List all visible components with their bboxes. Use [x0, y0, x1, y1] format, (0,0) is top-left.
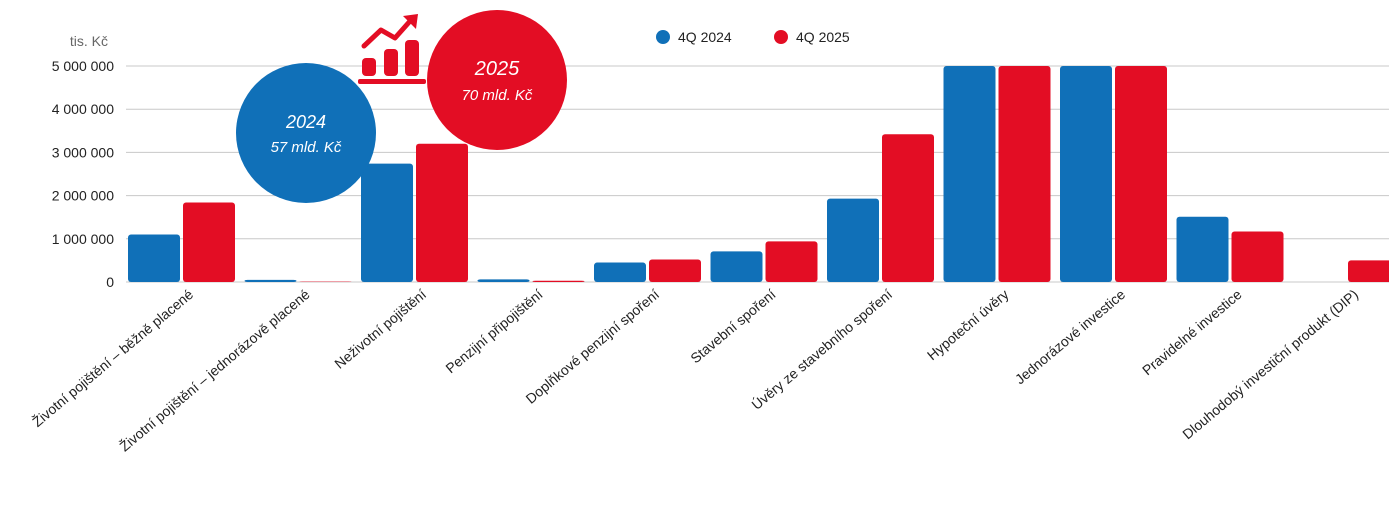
x-tick-label: Životní pojištění – jednorázově placené — [116, 286, 312, 454]
annotation-bubble-2024: 2024 57 mld. Kč — [236, 63, 376, 203]
growth-chart-icon — [358, 14, 426, 84]
bar-4q-2025 — [1348, 260, 1389, 282]
legend-marker-4q-2025 — [774, 30, 788, 44]
bar-4q-2024 — [128, 234, 180, 282]
bar-4q-2024 — [943, 66, 996, 282]
bar-4q-2024 — [477, 279, 530, 282]
bar-4q-2025 — [1231, 231, 1284, 282]
annotation-2024-value: 57 mld. Kč — [271, 139, 342, 156]
bar-4q-2025 — [1115, 66, 1167, 282]
legend-marker-4q-2024 — [656, 30, 670, 44]
y-tick-label: 5 000 000 — [52, 58, 114, 74]
bar-4q-2025 — [416, 143, 468, 282]
bar-4q-2024 — [827, 198, 879, 282]
bar-4q-2025 — [765, 241, 818, 282]
x-tick-label: Doplňkové penzijní spoření — [523, 286, 663, 407]
bar-4q-2024 — [1176, 216, 1229, 282]
x-tick-label: Stavební spoření — [687, 286, 778, 366]
bars — [128, 66, 1389, 282]
y-tick-label: 0 — [106, 274, 114, 290]
y-axis-ticks: 0 1 000 000 2 000 000 3 000 000 4 000 000 5 0… — [52, 58, 115, 290]
y-tick-label: 3 000 000 — [52, 144, 114, 160]
bar-4q-2025 — [532, 280, 585, 282]
bar-4q-2024 — [1060, 66, 1112, 282]
bar-4q-2024 — [361, 163, 413, 282]
annotation-bubble-2025: 2025 70 mld. Kč — [427, 10, 567, 150]
x-tick-label: Hypoteční úvěry — [924, 286, 1012, 363]
x-axis-labels: Životní pojištění – běžně placenéŽivotní… — [29, 286, 1361, 454]
x-tick-label: Neživotní pojištění — [331, 286, 429, 372]
legend-label-4q-2025: 4Q 2025 — [796, 29, 850, 45]
bar-4q-2024 — [710, 251, 763, 282]
legend-label-4q-2024: 4Q 2024 — [678, 29, 732, 45]
legend: 4Q 2024 4Q 2025 — [656, 29, 850, 45]
y-unit-label: tis. Kč — [70, 33, 108, 49]
bar-4q-2025 — [649, 259, 701, 282]
y-tick-label: 4 000 000 — [52, 101, 114, 117]
bar-4q-2025 — [998, 66, 1051, 282]
bar-4q-2025 — [882, 134, 934, 282]
annotation-2025-year: 2025 — [474, 58, 520, 80]
x-tick-label: Pravidelné investice — [1139, 286, 1245, 378]
bar-4q-2024 — [244, 279, 297, 282]
x-tick-label: Penzijní připojištění — [442, 286, 545, 376]
bar-4q-2024 — [594, 262, 646, 282]
bar-4q-2025 — [183, 202, 235, 282]
annotation-2025-value: 70 mld. Kč — [462, 87, 533, 104]
annotation-2024-year: 2024 — [285, 112, 326, 132]
x-tick-label: Jednorázové investice — [1012, 286, 1129, 387]
y-tick-label: 2 000 000 — [52, 188, 114, 204]
y-tick-label: 1 000 000 — [52, 231, 114, 247]
